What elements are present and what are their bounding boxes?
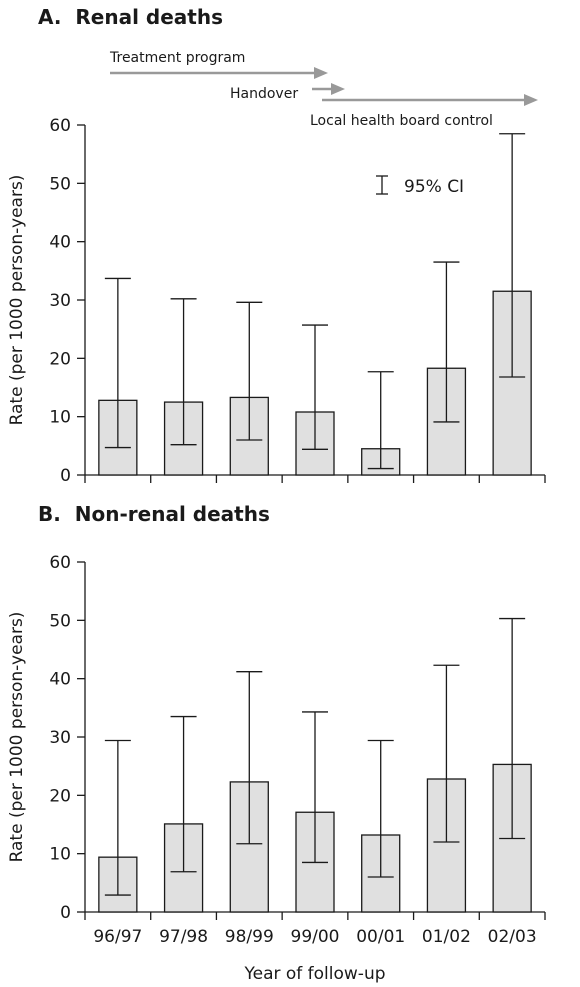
non-renal-category-label: 01/02 bbox=[422, 927, 471, 947]
renal-deaths-plot: 0 10 20 30 40 50 60 Rate (per 1000 person-years… bbox=[7, 116, 546, 486]
non-renal-y-axis-title: Rate (per 1000 person-years) bbox=[7, 612, 27, 863]
non-renal-category-label: 98/99 bbox=[225, 927, 274, 947]
renal-y-tick-label: 10 bbox=[49, 408, 71, 428]
non-renal-deaths-plot: 0 10 20 30 40 50 60 Rate (per 1000 person-years… bbox=[7, 553, 546, 984]
panel-b-title: B. Non-renal deaths bbox=[38, 502, 270, 526]
phase-handover: Handover bbox=[230, 86, 298, 102]
panel-renal-deaths: A. Renal deaths Treatment program Handov… bbox=[7, 5, 546, 486]
non-renal-category-label: 00/01 bbox=[356, 927, 405, 947]
non-renal-y-tick-label: 60 bbox=[49, 553, 71, 573]
program-timeline: Treatment program Handover Local health … bbox=[109, 50, 538, 129]
non-renal-y-tick-label: 30 bbox=[49, 728, 71, 748]
renal-y-tick-label: 0 bbox=[60, 466, 71, 486]
handover-arrowhead bbox=[331, 83, 345, 95]
renal-y-tick-label: 50 bbox=[49, 174, 71, 194]
phase-treatment-program: Treatment program bbox=[109, 50, 245, 66]
non-renal-category-label: 02/03 bbox=[488, 927, 537, 947]
non-renal-y-tick-label: 50 bbox=[49, 611, 71, 631]
non-renal-y-tick-label: 40 bbox=[49, 670, 71, 690]
ci-legend: 95% CI bbox=[376, 175, 464, 197]
treatment-program-arrowhead bbox=[314, 67, 328, 79]
non-renal-y-tick-label: 10 bbox=[49, 845, 71, 865]
ci-legend-label: 95% CI bbox=[404, 177, 464, 197]
panel-non-renal-deaths: B. Non-renal deaths 0 10 20 30 40 50 60 Rate (p… bbox=[7, 502, 546, 984]
non-renal-x-axis-title: Year of follow-up bbox=[243, 964, 385, 984]
panel-a-title: A. Renal deaths bbox=[38, 5, 223, 29]
non-renal-y-tick-label: 20 bbox=[49, 786, 71, 806]
renal-y-axis-title: Rate (per 1000 person-years) bbox=[7, 175, 27, 426]
renal-y-tick-label: 60 bbox=[49, 116, 71, 136]
non-renal-category-label: 96/97 bbox=[93, 927, 142, 947]
renal-y-tick-label: 20 bbox=[49, 349, 71, 369]
non-renal-y-tick-label: 0 bbox=[60, 903, 71, 923]
non-renal-category-label: 97/98 bbox=[159, 927, 208, 947]
local-health-board-arrowhead bbox=[524, 94, 538, 106]
non-renal-category-label: 99/00 bbox=[291, 927, 340, 947]
phase-local-health-board-control: Local health board control bbox=[310, 113, 493, 129]
renal-y-tick-label: 40 bbox=[49, 233, 71, 253]
renal-y-tick-label: 30 bbox=[49, 291, 71, 311]
